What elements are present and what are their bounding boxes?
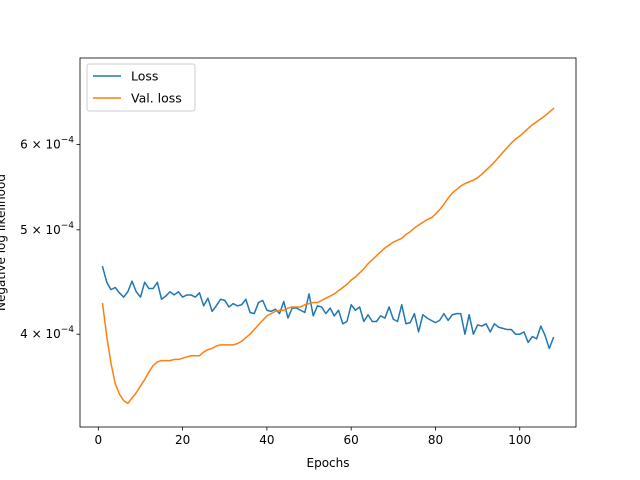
x-axis-title: Epochs [307,456,350,470]
y-axis: 4 × 10−4 5 × 10−4 6 × 10−4 [20,136,80,341]
legend: Loss Val. loss [86,63,196,112]
axes-frame [79,57,577,428]
plot-border [79,57,577,428]
x-tick-label: 20 [175,433,190,447]
legend-label-loss: Loss [131,69,158,84]
x-tick-label: 40 [259,433,274,447]
y-tick-label: 4 × 10−4 [20,325,74,341]
y-tick-label: 5 × 10−4 [20,221,74,237]
x-tick-label: 80 [428,433,443,447]
x-tick-label: 0 [95,433,103,447]
x-axis: 0 20 40 60 80 100 [95,427,531,447]
x-tick-label: 60 [344,433,359,447]
legend-label-val-loss: Val. loss [131,91,182,106]
y-tick-label: 6 × 10−4 [20,136,74,152]
plot-lines [101,107,555,405]
series-line-val-loss [101,107,555,405]
x-tick-label: 100 [508,433,531,447]
y-axis-title: Negative log likelihood [0,174,8,311]
series-line-loss [101,265,555,350]
